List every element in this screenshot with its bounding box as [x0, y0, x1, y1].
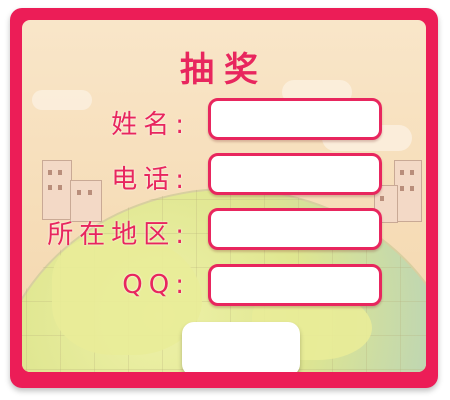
lottery-panel: 抽奖 姓名: 电话: 所在地区: QQ:	[22, 20, 426, 372]
page-title: 抽奖	[180, 50, 268, 90]
name-label: 姓名:	[111, 110, 190, 140]
qq-input[interactable]	[208, 264, 382, 306]
phone-label: 电话:	[111, 165, 190, 195]
name-input[interactable]	[208, 98, 382, 140]
phone-input[interactable]	[208, 153, 382, 195]
region-label: 所在地区:	[47, 220, 190, 250]
qq-label: QQ:	[122, 270, 190, 300]
region-input[interactable]	[208, 208, 382, 250]
lottery-frame: 抽奖 姓名: 电话: 所在地区: QQ:	[10, 8, 438, 388]
submit-button[interactable]	[182, 322, 300, 372]
